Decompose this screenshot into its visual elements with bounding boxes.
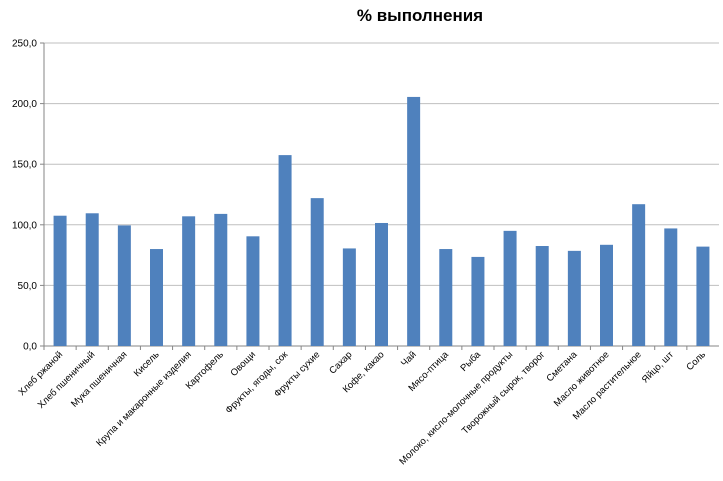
y-tick-label: 250,0 bbox=[12, 39, 37, 50]
x-category-label: Овощи bbox=[229, 349, 259, 379]
bar bbox=[375, 222, 388, 346]
y-tick-label: 0,0 bbox=[23, 342, 37, 353]
x-category-label: Масло животное bbox=[552, 349, 612, 409]
bar bbox=[150, 249, 163, 346]
bar bbox=[214, 213, 228, 346]
bar bbox=[246, 236, 260, 346]
bar bbox=[278, 155, 292, 346]
bar bbox=[342, 248, 356, 346]
x-category-label: Чай bbox=[399, 349, 419, 369]
bar bbox=[439, 249, 453, 346]
bar bbox=[85, 213, 99, 346]
bar bbox=[503, 230, 517, 346]
bar bbox=[696, 246, 710, 346]
bar bbox=[407, 96, 421, 347]
bar bbox=[632, 204, 646, 346]
bar bbox=[567, 250, 581, 346]
bar bbox=[535, 246, 549, 346]
y-tick-label: 200,0 bbox=[12, 99, 37, 110]
y-tick-label: 150,0 bbox=[12, 160, 37, 171]
bars bbox=[53, 96, 710, 347]
bar bbox=[471, 256, 485, 346]
x-category-label: Молоко, кисло-молочные продукты bbox=[397, 349, 515, 467]
y-tick-label: 50,0 bbox=[18, 281, 38, 292]
y-tick-labels: 0,0 50,0 100,0 150,0 200,0 250,0 bbox=[12, 39, 37, 353]
x-category-label: Кисель bbox=[132, 349, 162, 379]
bar bbox=[600, 244, 613, 346]
bar bbox=[117, 225, 131, 346]
x-category-label: Сахар bbox=[327, 349, 354, 376]
x-category-label: Соль bbox=[684, 349, 708, 373]
bar bbox=[664, 228, 678, 346]
x-category-label: Яйцо, шт bbox=[640, 349, 677, 386]
bar bbox=[310, 198, 324, 346]
x-category-label: Мука пшеничная bbox=[69, 349, 129, 409]
bar bbox=[53, 215, 67, 346]
y-tick-label: 100,0 bbox=[12, 220, 37, 231]
x-category-label: Хлеб пшеничный bbox=[36, 349, 98, 411]
bar bbox=[182, 216, 196, 346]
chart-title: % выполнения bbox=[356, 6, 484, 25]
x-category-label: Рыба bbox=[459, 349, 484, 374]
